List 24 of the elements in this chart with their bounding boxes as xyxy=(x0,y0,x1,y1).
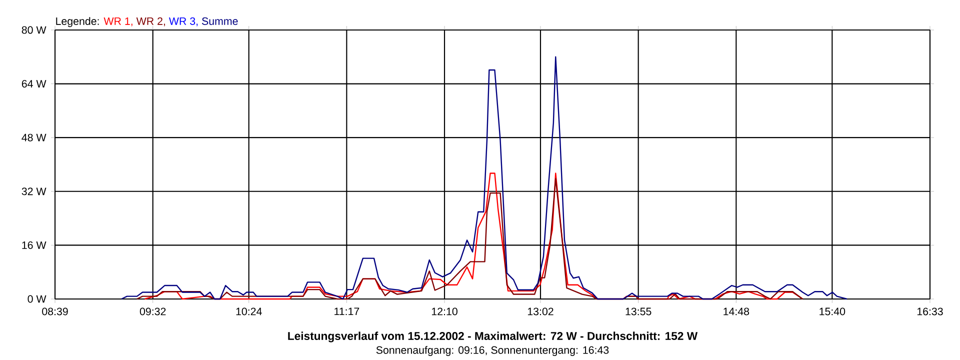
x-tick-label: 09:32 xyxy=(140,308,166,316)
text: WR 2, xyxy=(136,17,165,26)
y-tick-label: 16 W xyxy=(22,241,46,249)
x-tick-label: 08:39 xyxy=(42,308,68,316)
x-tick-label: 10:24 xyxy=(236,308,262,316)
text: WR 1, xyxy=(104,18,132,26)
x-tick-label: 16:33 xyxy=(917,308,943,316)
y-tick-label: 64 W xyxy=(22,80,46,88)
legend-title: Legende: xyxy=(56,17,99,28)
x-tick-label: 14:48 xyxy=(724,308,750,316)
x-tick-label: 13:02 xyxy=(528,308,554,316)
y-tick-label: 80 W xyxy=(22,26,46,34)
y-tick-label: 0 W xyxy=(28,295,46,303)
text: Sonnenaufgang: 09:16, Sonnenuntergang: 16:43 xyxy=(376,346,609,356)
text: Summe xyxy=(202,17,238,25)
text: Leistungsverlauf vom 15.12.2002 - Maximalwert: 72 W - Durchschnitt: 152 W xyxy=(288,332,698,342)
x-tick-label: 15:40 xyxy=(820,308,846,316)
line-series xyxy=(120,56,848,300)
y-tick-label: 48 W xyxy=(22,134,46,142)
x-tick-label: 13:55 xyxy=(626,308,652,316)
x-tick-label: 12:10 xyxy=(432,308,458,316)
y-tick-label: 32 W xyxy=(22,188,46,196)
x-tick-label: 11:17 xyxy=(334,308,360,316)
legend-label: WR 3, xyxy=(168,17,198,26)
